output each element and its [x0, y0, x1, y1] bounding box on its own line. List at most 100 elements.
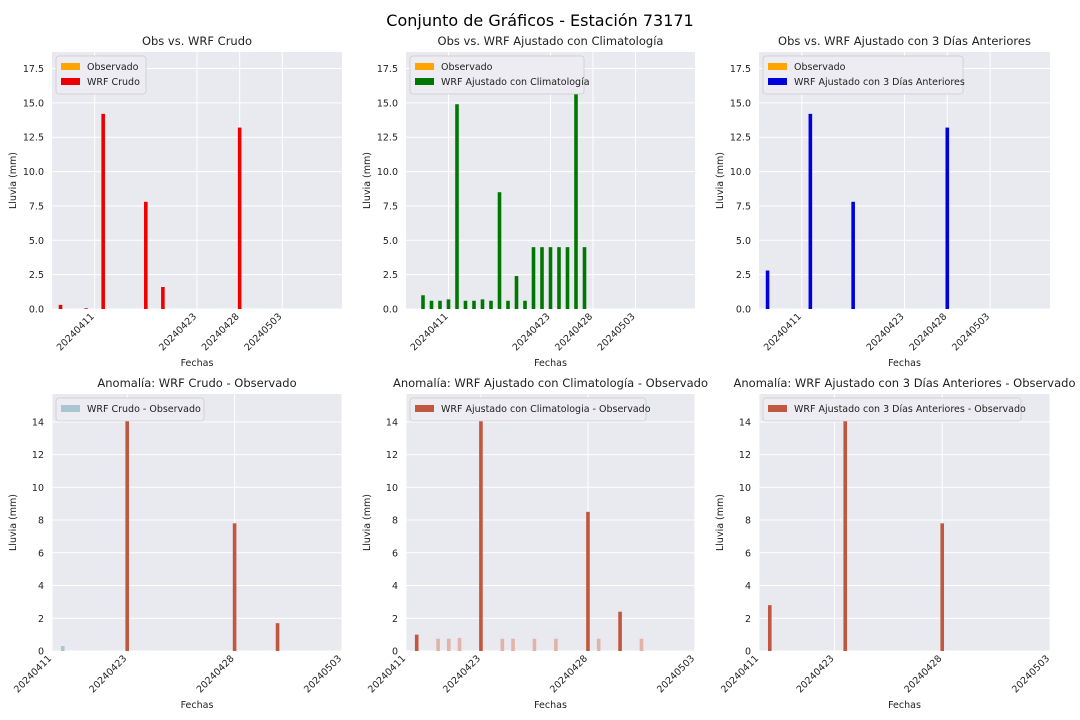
legend-label: Observado [794, 62, 846, 73]
y-tick-label: 12.5 [377, 133, 398, 144]
bar [60, 646, 65, 651]
legend-box [409, 397, 647, 422]
bar [523, 300, 527, 309]
plot-area [406, 394, 695, 651]
y-tick-label: 12 [386, 450, 398, 461]
y-tick-label: 0.0 [736, 305, 751, 316]
legend-label: WRF Ajustado con Climatologia - Observad… [441, 404, 651, 415]
y-axis-label: Lluvia (mm) [362, 152, 373, 209]
x-tick-label: 20240411 [409, 311, 451, 353]
y-tick-label: 0 [392, 647, 398, 658]
y-axis-label: Lluvia (mm) [8, 494, 19, 551]
legend: Observado WRF Crudo [55, 55, 147, 95]
bar [618, 611, 622, 651]
legend-swatch [415, 405, 434, 412]
chart-title: Anomalía: WRF Ajustado con Climatología … [393, 376, 708, 390]
y-tick-label: 12.5 [23, 133, 44, 144]
chart-title: Anomalía: WRF Crudo - Observado [97, 376, 296, 390]
bar [586, 511, 590, 651]
bar [232, 523, 237, 651]
legend: WRF Crudo - Observado [55, 397, 205, 422]
bar [436, 638, 440, 651]
y-tick-label: 0 [745, 647, 751, 658]
y-tick-label: 2.5 [736, 270, 751, 281]
y-tick-label: 14 [32, 417, 44, 428]
legend: WRF Ajustado con Climatologia - Observad… [409, 397, 651, 422]
y-tick-label: 2 [392, 614, 398, 625]
bar [808, 113, 813, 310]
bar [548, 247, 553, 309]
legend: Observado WRF Ajustado con 3 Días Anterio… [762, 55, 965, 95]
x-tick-label: 20240428 [548, 653, 590, 695]
bar [531, 247, 536, 309]
y-tick-label: 7.5 [383, 201, 398, 212]
legend-label: WRF Ajustado con Climatología [441, 77, 590, 88]
y-axis-label: Lluvia (mm) [715, 494, 726, 551]
y-tick-label: 12 [739, 450, 751, 461]
plot-area [52, 394, 342, 651]
legend-box [762, 397, 1022, 422]
bar [582, 247, 587, 309]
bar [554, 638, 558, 651]
x-tick-label: 20240423 [795, 653, 837, 695]
y-tick-label: 10 [739, 483, 751, 494]
x-axis-label: Fechas [181, 358, 214, 369]
bar [125, 418, 129, 651]
x-axis-label: Fechas [888, 700, 921, 711]
legend-swatch [61, 78, 80, 85]
y-tick-label: 6 [38, 548, 44, 559]
legend-label: Observado [441, 62, 493, 73]
bar [237, 127, 242, 310]
legend-swatch [768, 63, 787, 70]
bar [945, 127, 950, 310]
chart-title: Obs vs. WRF Ajustado con 3 Días Anterior… [778, 34, 1031, 48]
y-tick-label: 14 [739, 417, 751, 428]
y-tick-label: 5.0 [383, 236, 398, 247]
y-tick-label: 2 [38, 614, 44, 625]
y-axis-label: Lluvia (mm) [8, 152, 19, 209]
chart-panel-6: Anomalía: WRF Ajustado con 3 Días Anteri… [715, 376, 1076, 711]
bar [767, 605, 772, 651]
bar [532, 638, 537, 651]
y-tick-label: 7.5 [736, 201, 751, 212]
y-tick-label: 6 [392, 548, 398, 559]
legend-swatch [768, 78, 787, 85]
plot-area [759, 394, 1050, 651]
bar [446, 299, 451, 309]
legend-label: WRF Crudo - Observado [87, 404, 201, 415]
chart-panel-3: Obs vs. WRF Ajustado con 3 Días Anterior… [715, 34, 1050, 369]
x-tick-label: 20240428 [902, 653, 944, 695]
x-tick-label: 20240503 [596, 311, 638, 353]
y-tick-label: 4 [38, 581, 44, 592]
x-tick-label: 20240411 [366, 653, 408, 695]
x-tick-label: 20240411 [55, 311, 97, 353]
x-tick-label: 20240423 [511, 311, 553, 353]
bar [161, 287, 165, 309]
y-tick-label: 14 [386, 417, 398, 428]
bar [479, 413, 483, 651]
x-tick-label: 20240423 [157, 311, 199, 353]
bar [480, 299, 485, 309]
legend-label: WRF Ajustado con 3 Días Anteriores - Obs… [794, 404, 1026, 415]
bar [447, 638, 451, 651]
y-axis-label: Lluvia (mm) [715, 152, 726, 209]
legend-swatch [415, 78, 434, 85]
y-tick-label: 5.0 [29, 236, 44, 247]
bar [511, 638, 515, 651]
bar [275, 623, 280, 651]
figure-title: Conjunto de Gráficos - Estación 73171 [386, 11, 693, 30]
y-tick-label: 2 [745, 614, 751, 625]
legend-swatch [61, 405, 80, 412]
bar [596, 638, 601, 651]
x-tick-label: 20240503 [1010, 653, 1052, 695]
y-tick-label: 17.5 [377, 64, 398, 75]
chart-title: Obs vs. WRF Crudo [142, 34, 252, 48]
bar [472, 300, 476, 309]
x-axis-label: Fechas [534, 700, 567, 711]
x-tick-label: 20240411 [719, 653, 761, 695]
bar [940, 523, 945, 651]
y-tick-label: 8 [745, 516, 751, 527]
x-tick-label: 20240423 [87, 653, 129, 695]
y-tick-label: 15.0 [23, 98, 44, 109]
